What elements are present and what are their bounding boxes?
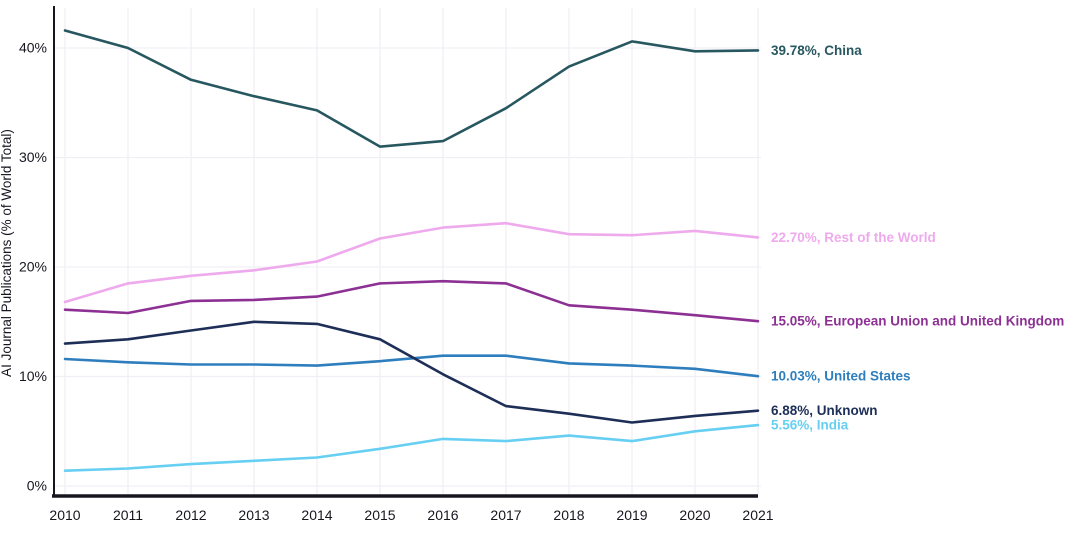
axes <box>52 6 758 498</box>
x-axis-tick-labels: 2010 2011 2012 2013 2014 2015 2016 2017 2018 2019… <box>49 507 773 523</box>
series-line-india <box>63 423 760 473</box>
x-tick-label-2020: 2020 <box>679 507 710 523</box>
x-tick-label-2010: 2010 <box>49 507 80 523</box>
series-line-china <box>63 29 760 148</box>
series-label-unknown: 6.88%, Unknown <box>771 403 878 418</box>
series-line-european-union-and-united-kingdom <box>63 279 760 323</box>
y-axis-tick-labels: 0% 10% 20% 30% 40% <box>19 40 47 494</box>
gridlines <box>55 8 761 495</box>
series-label-china: 39.78%, China <box>771 43 862 58</box>
x-tick-label-2017: 2017 <box>490 507 521 523</box>
series-label-rest-of-the-world: 22.70%, Rest of the World <box>771 230 936 245</box>
series-end-labels: 39.78%, China 22.70%, Rest of the World 15… <box>771 43 1064 433</box>
y-tick-label-10: 10% <box>19 368 47 384</box>
x-tick-label-2016: 2016 <box>427 507 458 523</box>
y-tick-label-20: 20% <box>19 259 47 275</box>
x-tick-label-2019: 2019 <box>616 507 647 523</box>
series-label-united-states: 10.03%, United States <box>771 369 911 384</box>
x-tick-label-2013: 2013 <box>238 507 269 523</box>
y-tick-label-0: 0% <box>27 478 47 494</box>
series-lines <box>63 29 760 473</box>
y-axis-title: AI Journal Publications (% of World Tota… <box>0 129 14 377</box>
series-label-european-union-and-united-kingdom: 15.05%, European Union and United Kingdo… <box>771 314 1064 329</box>
series-line-unknown <box>63 320 760 424</box>
x-tick-label-2015: 2015 <box>364 507 395 523</box>
x-tick-label-2012: 2012 <box>175 507 206 523</box>
y-tick-label-40: 40% <box>19 40 47 56</box>
y-tick-label-30: 30% <box>19 149 47 165</box>
x-tick-label-2014: 2014 <box>301 507 332 523</box>
x-tick-label-2011: 2011 <box>113 507 143 523</box>
series-label-india: 5.56%, India <box>771 418 849 433</box>
series-line-rest-of-the-world <box>63 221 760 304</box>
series-line-united-states <box>63 354 760 378</box>
x-tick-label-2021: 2021 <box>742 507 773 523</box>
x-tick-label-2018: 2018 <box>553 507 584 523</box>
